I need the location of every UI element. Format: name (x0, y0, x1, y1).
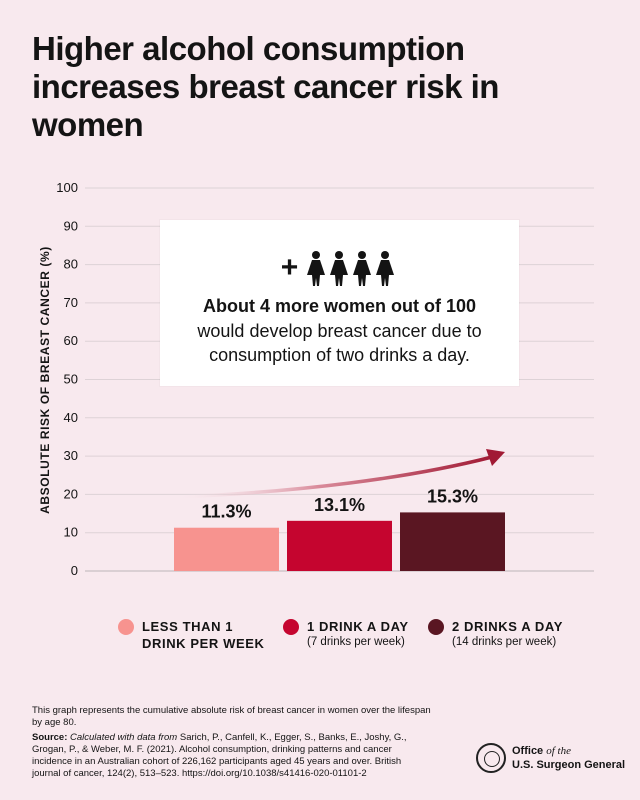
org-of-the: of the (546, 745, 571, 757)
y-tick-label: 0 (71, 563, 78, 578)
callout-box: + About 4 more women out of 100 would de… (160, 220, 519, 386)
legend-label-line2: DRINK PER WEEK (142, 636, 265, 651)
legend-swatch (428, 619, 444, 635)
y-tick-label: 20 (64, 486, 78, 501)
bar-chart: 0 10 20 30 40 50 60 70 80 90 100 ABSOLUTE RISK OF … (38, 180, 594, 578)
source-label: Source: (32, 732, 68, 743)
legend-swatch (283, 619, 299, 635)
source-text: Sarich, P., Canfell, K., Egger, S., Bank… (32, 732, 407, 779)
chart-title: Higher alcohol consumption increases bre… (32, 30, 499, 143)
data-label: 15.3% (427, 486, 478, 506)
bar (174, 527, 279, 571)
plus-four-women-icon: + (160, 250, 519, 286)
callout-text: would develop breast cancer due to consu… (197, 321, 482, 365)
y-tick-label: 80 (64, 257, 78, 272)
bars (174, 512, 505, 571)
seal-icon (476, 743, 506, 773)
data-labels: 11.3% 13.1% 15.3% (201, 486, 478, 521)
y-tick-labels: 0 10 20 30 40 50 60 70 80 90 100 (56, 180, 78, 578)
y-tick-label: 10 (64, 525, 78, 540)
source-citation: Source: Calculated with data from Sarich… (32, 732, 432, 780)
legend-label: LESS THAN 1 (142, 619, 234, 634)
legend-label: 2 DRINKS A DAY (452, 619, 563, 634)
legend-sublabel: (14 drinks per week) (452, 636, 557, 648)
y-tick-label: 100 (56, 180, 78, 195)
y-tick-label: 30 (64, 448, 78, 463)
legend-sublabel: (7 drinks per week) (307, 636, 405, 648)
bar (400, 512, 505, 571)
y-axis-label: ABSOLUTE RISK OF BREAST CANCER (%) (38, 246, 52, 514)
trend-arrow (174, 449, 505, 499)
surgeon-general-logo: Office of the U.S. Surgeon General (476, 743, 626, 779)
arrow-head (486, 449, 505, 466)
footnote: This graph represents the cumulative abs… (32, 705, 431, 728)
y-tick-label: 60 (64, 333, 78, 348)
org-name: U.S. Surgeon General (512, 759, 626, 771)
bar (287, 520, 392, 571)
arrow-line (174, 455, 494, 499)
legend-label: 1 DRINK A DAY (307, 619, 409, 634)
source-intro: Calculated with data from (70, 732, 178, 743)
y-tick-label: 40 (64, 410, 78, 425)
y-tick-label: 90 (64, 218, 78, 233)
legend-swatch (118, 619, 134, 635)
data-label: 13.1% (314, 495, 365, 515)
data-label: 11.3% (201, 502, 251, 522)
y-tick-label: 70 (64, 295, 78, 310)
y-tick-label: 50 (64, 372, 78, 387)
callout-headline: About 4 more women out of 100 (202, 296, 477, 316)
org-office: Office (512, 745, 544, 757)
